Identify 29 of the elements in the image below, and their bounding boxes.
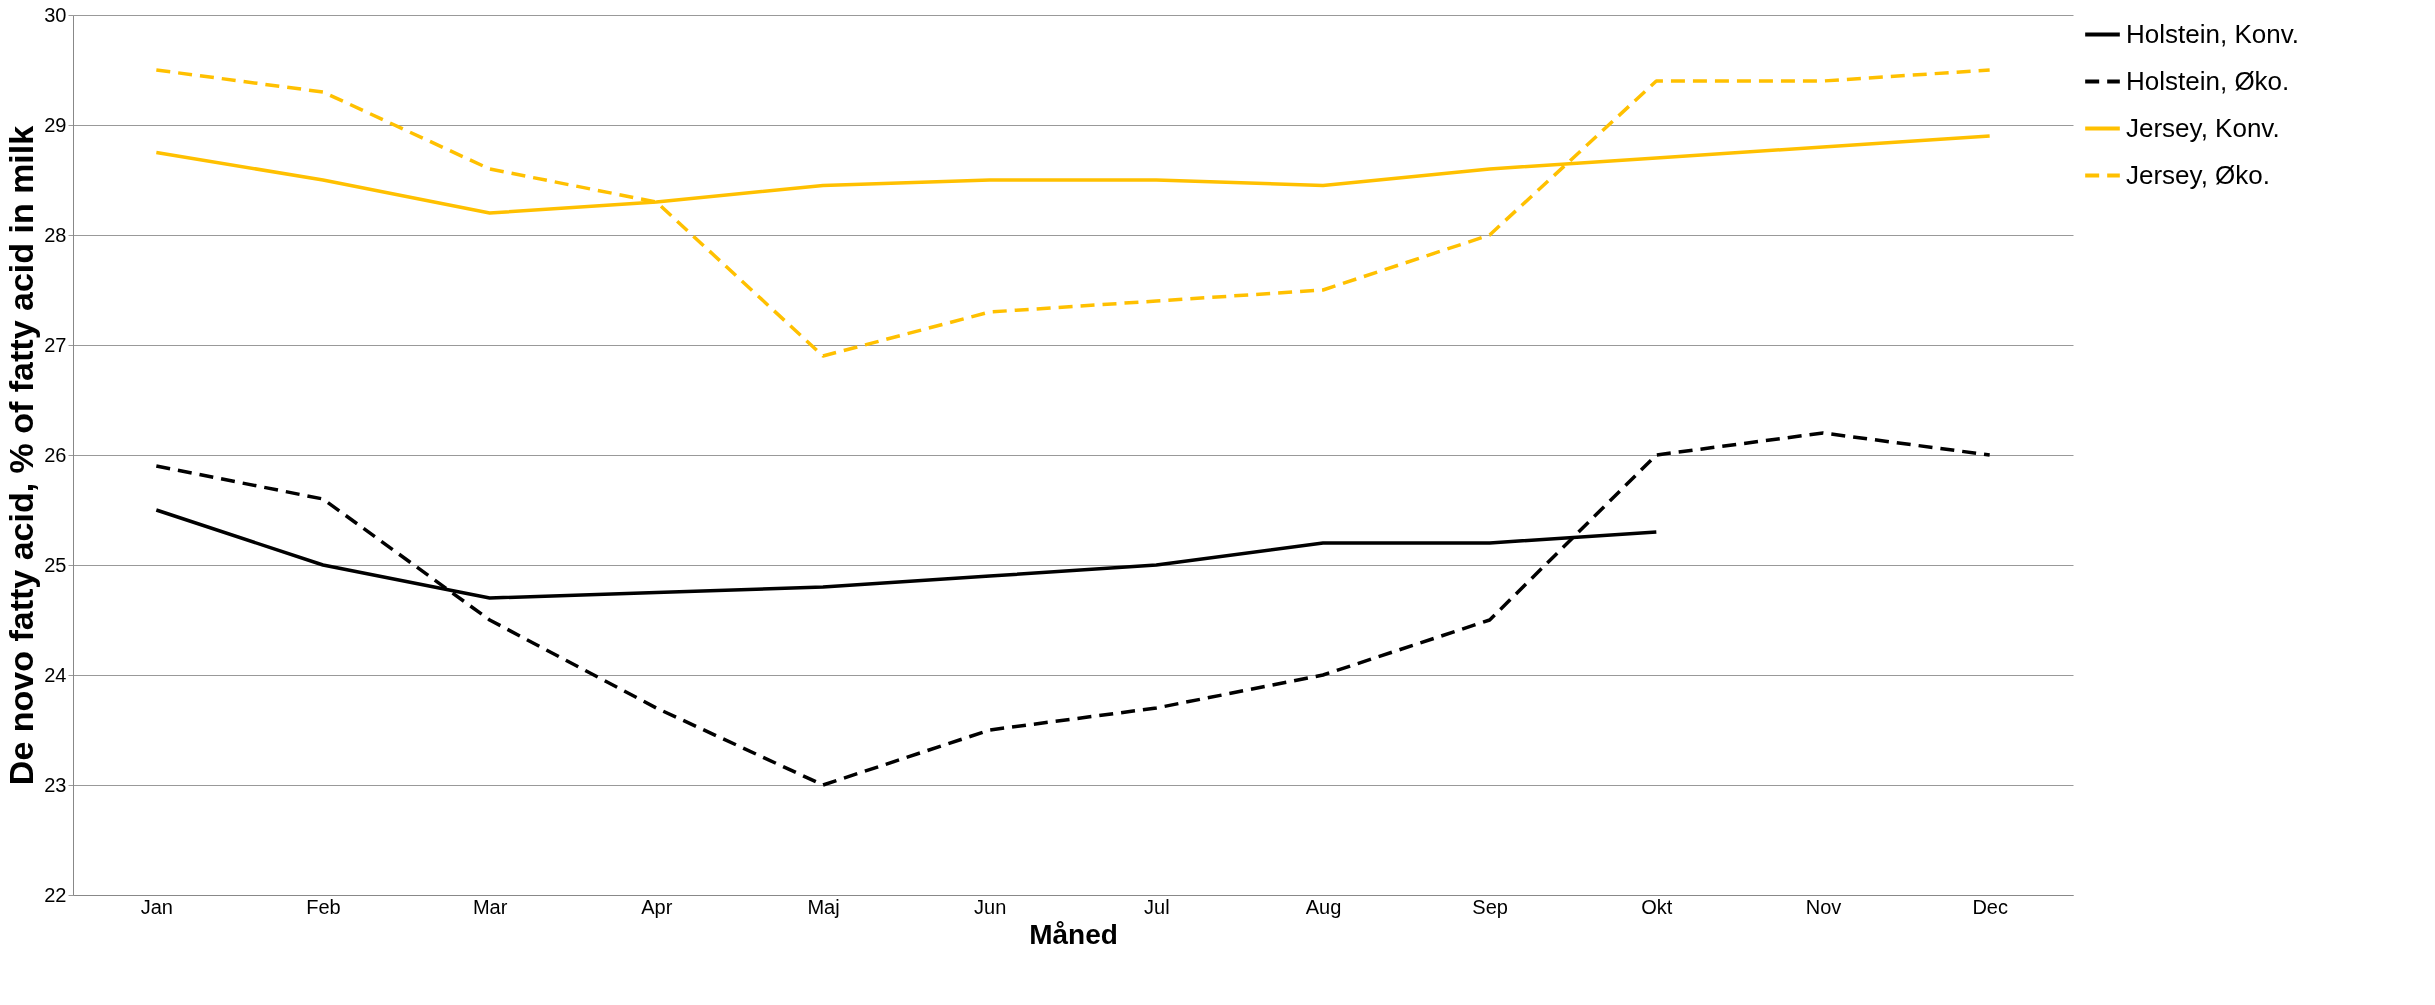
x-tick-label: Maj: [807, 895, 840, 918]
legend-label: Holstein, Konv.: [2126, 18, 2299, 49]
y-tick-label: 30: [44, 3, 67, 26]
x-tick-label: Dec: [1972, 895, 2008, 918]
x-tick-label: Okt: [1641, 895, 1673, 918]
y-tick-label: 29: [44, 113, 67, 136]
x-tick-label: Sep: [1472, 895, 1508, 918]
y-tick-label: 24: [44, 663, 67, 686]
y-tick-label: 27: [44, 333, 67, 356]
x-tick-label: Jun: [974, 895, 1007, 918]
x-tick-label: Mar: [472, 895, 508, 918]
legend-label: Holstein, Øko.: [2126, 65, 2290, 96]
x-axis-title: Måned: [1029, 918, 1118, 950]
x-tick-label: Jul: [1144, 895, 1170, 918]
legend-label: Jersey, Øko.: [2126, 159, 2271, 190]
y-tick-label: 25: [44, 553, 67, 576]
y-tick-label: 26: [44, 443, 67, 466]
y-tick-label: 23: [44, 773, 67, 796]
x-tick-label: Jan: [140, 895, 173, 918]
x-tick-label: Feb: [306, 895, 341, 918]
x-tick-label: Aug: [1305, 895, 1342, 918]
y-axis-title: De novo fatty acid, % of fatty acid in milk: [2, 125, 41, 786]
y-tick-label: 22: [44, 883, 67, 906]
x-tick-label: Nov: [1805, 895, 1842, 918]
x-tick-label: Apr: [641, 895, 673, 918]
line-series: [154, 431, 1992, 787]
legend-label: Jersey, Konv.: [2126, 112, 2280, 143]
y-tick-label: 28: [44, 223, 67, 246]
line-series: [154, 68, 1992, 358]
